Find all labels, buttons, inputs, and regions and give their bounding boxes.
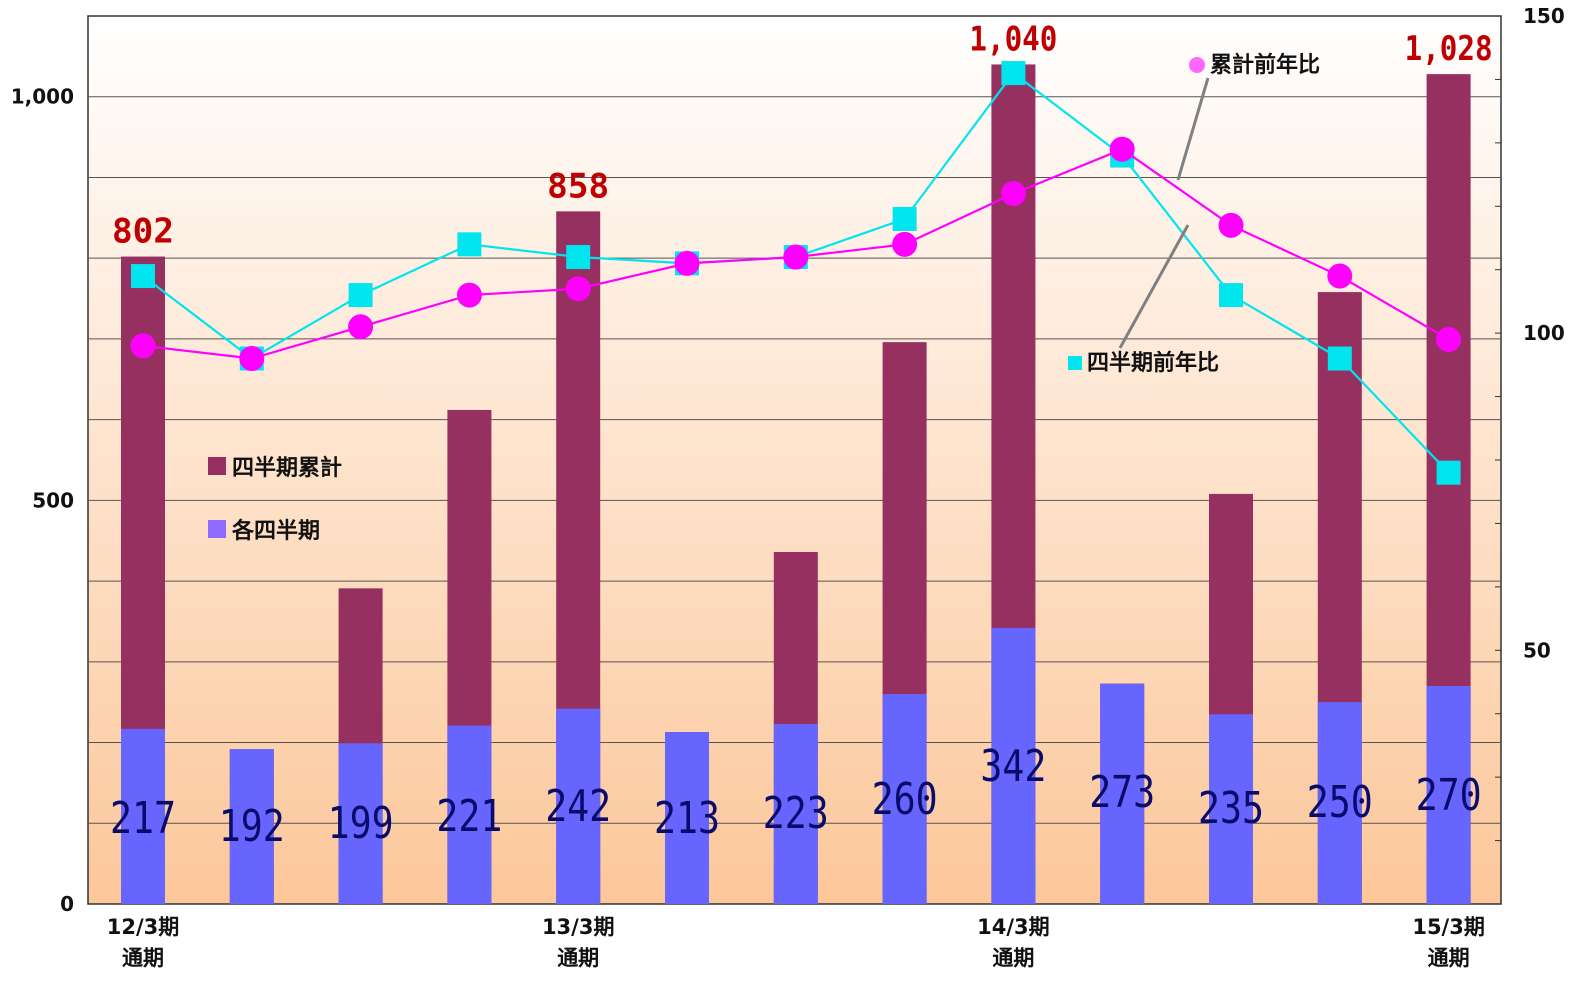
point-cumulative-yoy (1000, 181, 1026, 207)
quarter-value-label: 273 (1089, 767, 1155, 818)
bar-quarter (1317, 702, 1362, 904)
point-cumulative-yoy (1109, 136, 1135, 162)
point-cumulative-yoy (1218, 212, 1244, 238)
y-right-tick-label: 50 (1523, 638, 1551, 662)
legend-leader-cumulative-yoy (1176, 77, 1210, 181)
bars (121, 64, 1471, 905)
bar-quarter (556, 708, 601, 904)
point-quarter-yoy (1219, 283, 1243, 308)
quarter-value-label: 192 (219, 801, 285, 852)
point-quarter-yoy (892, 206, 917, 231)
point-cumulative-yoy (456, 282, 482, 308)
legend-swatch-quarter (208, 520, 226, 538)
x-tick-label: 通期 (992, 946, 1034, 970)
y-left-tick-label: 1,000 (11, 85, 74, 109)
y-left-tick-label: 500 (32, 488, 74, 512)
y-right-tick-label: 100 (1523, 321, 1565, 345)
legend-marker-quarter-yoy (1068, 356, 1082, 370)
quarter-value-label: 223 (763, 788, 829, 839)
bar-quarter (773, 723, 818, 904)
cumulative-total-label: 858 (547, 166, 609, 206)
quarter-value-label: 199 (328, 798, 394, 849)
point-cumulative-yoy (1436, 326, 1462, 352)
y-right-tick-label: 150 (1523, 4, 1565, 28)
point-cumulative-yoy (783, 244, 809, 270)
point-quarter-yoy (131, 264, 155, 289)
point-quarter-yoy (348, 283, 373, 308)
point-quarter-yoy (566, 245, 591, 270)
point-cumulative-yoy (1327, 263, 1353, 289)
bar-quarter (229, 749, 274, 904)
quarter-value-label: 342 (980, 741, 1046, 792)
bar-quarter (665, 732, 709, 904)
point-quarter-yoy (1327, 346, 1352, 371)
quarter-value-label: 213 (654, 793, 720, 844)
bar-quarter (882, 694, 927, 904)
x-tick-label: 12/3期 (107, 915, 180, 939)
point-quarter-yoy (457, 232, 482, 257)
bar-quarter (1426, 686, 1471, 904)
lines (130, 61, 1462, 485)
quarter-value-label: 235 (1198, 783, 1264, 834)
cumulative-total-label: 1,040 (969, 19, 1057, 59)
point-cumulative-yoy (674, 250, 700, 276)
legend-leader-quarter-yoy (1118, 224, 1190, 349)
cumulative-total-label: 1,028 (1405, 29, 1493, 69)
legend-label-quarter-yoy: 四半期前年比 (1087, 350, 1219, 376)
legend-label-cumulative: 四半期累計 (232, 455, 342, 481)
x-tick-label: 15/3期 (1412, 915, 1485, 939)
bar-quarter (447, 725, 492, 904)
point-cumulative-yoy (892, 231, 918, 257)
x-tick-label: 14/3期 (977, 915, 1050, 939)
data-labels: 217 192 199 221 242 213 223 260 342 273 235 250 270 8… (110, 19, 1493, 852)
quarter-value-label: 270 (1416, 770, 1482, 821)
quarter-value-label: 250 (1307, 777, 1373, 828)
point-quarter-yoy (1001, 61, 1026, 86)
x-tick-label: 通期 (557, 946, 599, 970)
quarter-value-label: 217 (110, 793, 176, 844)
legend-swatch-cumulative (208, 457, 226, 475)
bar-quarter (1100, 683, 1145, 904)
x-tick-label: 13/3期 (542, 915, 615, 939)
bar-quarter (121, 728, 165, 904)
legend-marker-cumulative-yoy (1189, 57, 1205, 73)
quarter-value-label: 242 (545, 781, 611, 832)
bar-quarter (991, 627, 1036, 904)
quarter-value-label: 221 (436, 791, 502, 842)
legend-label-cumulative-yoy: 累計前年比 (1210, 52, 1320, 78)
cumulative-total-label: 802 (112, 212, 174, 252)
bar-quarter (1209, 714, 1253, 904)
point-cumulative-yoy (348, 314, 374, 340)
bar-quarter (338, 743, 383, 904)
y-left-tick-label: 0 (60, 892, 74, 916)
legend-label-quarter: 各四半期 (231, 518, 320, 544)
point-cumulative-yoy (130, 333, 156, 359)
gridlines (88, 96, 1501, 824)
point-cumulative-yoy (239, 346, 265, 372)
x-tick-label: 通期 (122, 946, 164, 970)
point-quarter-yoy (1436, 460, 1461, 485)
x-tick-label: 通期 (1428, 946, 1470, 970)
quarter-value-label: 260 (872, 774, 938, 825)
point-cumulative-yoy (565, 276, 591, 302)
